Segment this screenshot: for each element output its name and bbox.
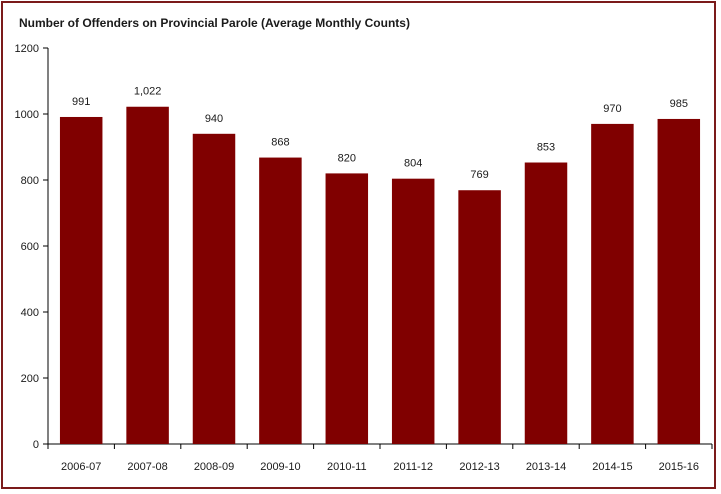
data-label: 991 <box>72 96 90 108</box>
labels: 2006-07 991 2007-08 1,022 2008-09 940 2009-10 8… <box>61 86 699 473</box>
bar <box>524 162 568 444</box>
y-tick-label: 1200 <box>15 43 39 55</box>
x-tick-label: 2009-10 <box>260 461 300 473</box>
x-tick-label: 2006-07 <box>61 461 101 473</box>
data-label: 1,022 <box>134 86 162 98</box>
bar <box>192 133 236 445</box>
bars <box>59 106 701 445</box>
x-tick-label: 2011-12 <box>393 461 433 473</box>
x-tick-label: 2014-15 <box>592 461 632 473</box>
y-tick-label: 200 <box>21 373 39 385</box>
data-label: 985 <box>670 98 688 110</box>
data-label: 820 <box>338 152 356 164</box>
x-tick-label: 2007-08 <box>127 461 167 473</box>
axes: 0 200 400 600 800 1000 1200 <box>15 43 713 451</box>
x-tick-label: 2013-14 <box>526 461 566 473</box>
y-tick-label: 0 <box>33 439 39 451</box>
x-tick-label: 2012-13 <box>459 461 499 473</box>
y-tick-label: 600 <box>21 241 39 253</box>
chart-title: Number of Offenders on Provincial Parole… <box>19 16 410 30</box>
x-tick-label: 2015-16 <box>659 461 699 473</box>
bar <box>59 116 103 444</box>
bar <box>391 178 435 444</box>
data-label: 940 <box>205 113 223 125</box>
bar <box>259 157 302 444</box>
x-tick-label: 2010-11 <box>327 461 367 473</box>
data-label: 769 <box>470 169 488 181</box>
bar <box>458 190 501 444</box>
bar <box>657 118 701 444</box>
bar <box>591 123 634 445</box>
bar <box>325 173 369 444</box>
y-tick-label: 800 <box>21 175 39 187</box>
y-tick-label: 1000 <box>15 109 39 121</box>
data-label: 970 <box>603 103 621 115</box>
y-tick-label: 400 <box>21 307 39 319</box>
bar <box>126 106 169 445</box>
data-label: 804 <box>404 158 422 170</box>
data-label: 868 <box>271 137 289 149</box>
x-tick-label: 2008-09 <box>194 461 234 473</box>
data-label: 853 <box>537 142 555 154</box>
